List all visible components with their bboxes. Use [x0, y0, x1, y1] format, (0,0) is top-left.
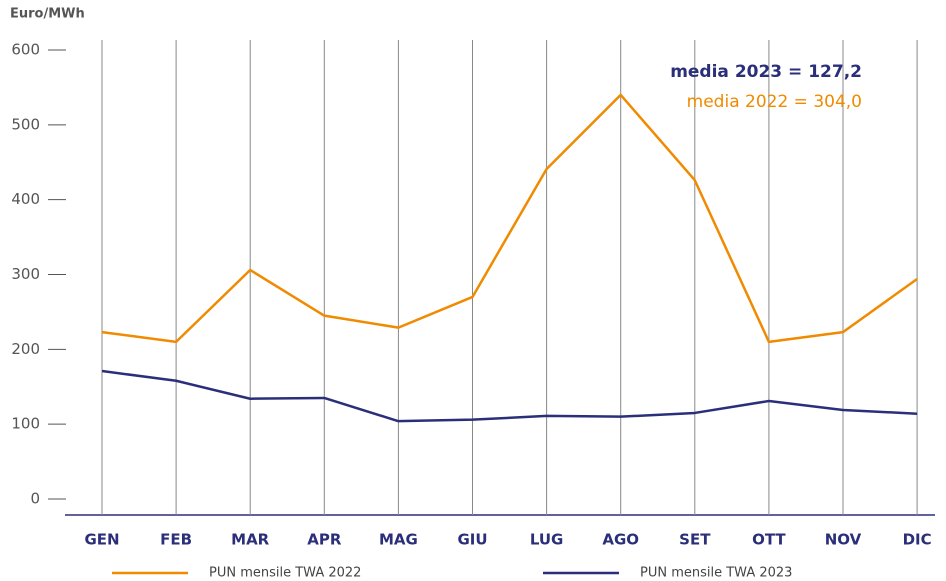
y-axis-label: Euro/MWh — [10, 7, 85, 22]
legend-label: PUN mensile TWA 2022 — [209, 566, 361, 581]
series-line — [101, 369, 918, 423]
series-line — [101, 93, 918, 344]
y-tick-label: 600 — [11, 41, 40, 59]
x-tick-label: OTT — [752, 531, 786, 549]
x-tick-label: DIC — [903, 531, 932, 549]
y-tick-label: 200 — [11, 340, 40, 358]
x-tick-label: AGO — [602, 531, 639, 549]
x-tick-label: SET — [679, 531, 711, 549]
y-tick-label: 100 — [11, 415, 40, 433]
x-tick-label: LUG — [530, 531, 564, 549]
legend-label: PUN mensile TWA 2023 — [640, 566, 792, 581]
x-tick-label: MAR — [231, 531, 270, 549]
x-tick-label: NOV — [825, 531, 862, 549]
y-tick-label: 500 — [11, 115, 40, 133]
x-tick-label: MAG — [379, 531, 418, 549]
annotation: media 2022 = 304,0 — [687, 92, 862, 112]
y-tick-label: 300 — [11, 265, 40, 283]
x-tick-label: GIU — [457, 531, 487, 549]
x-tick-label: GEN — [84, 531, 119, 549]
annotation: media 2023 = 127,2 — [670, 62, 862, 82]
y-tick-label: 400 — [11, 190, 40, 208]
y-tick-label: 0 — [30, 490, 40, 508]
x-tick-label: APR — [307, 531, 342, 549]
x-tick-label: FEB — [160, 531, 192, 549]
